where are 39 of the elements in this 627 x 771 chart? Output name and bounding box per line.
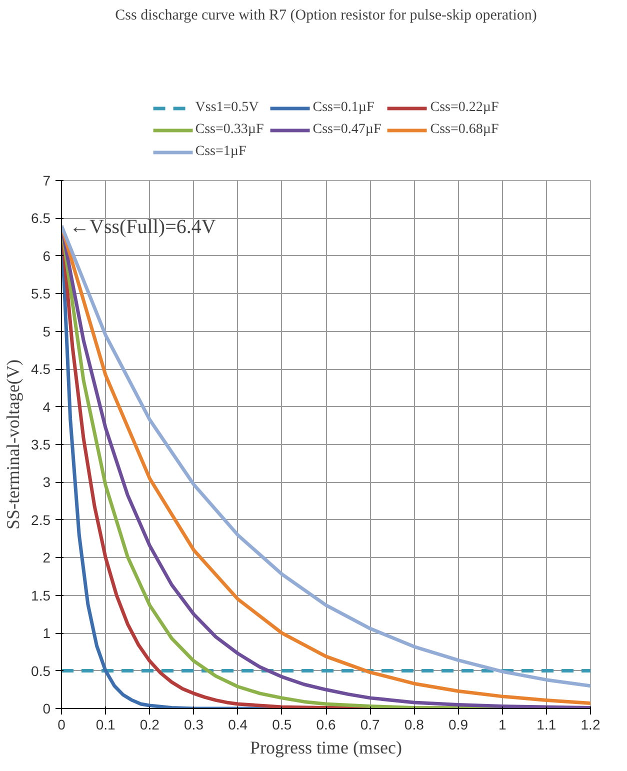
y-tick-label: 4.5 <box>31 361 51 378</box>
legend-label: Css=1µF <box>195 144 246 160</box>
annotation: ←Vss(Full)=6.4V <box>70 216 216 238</box>
y-tick-label: 5 <box>42 323 51 340</box>
x-tick-label: 0.1 <box>96 716 116 732</box>
chart-title: Css discharge curve with R7 (Option resistor for pulse-skip operation) <box>115 8 537 24</box>
x-tick-label: 0.6 <box>316 716 336 732</box>
y-axis-title: SS-terminal-voltage(V) <box>3 360 24 530</box>
y-tick-label: 2.5 <box>31 512 51 528</box>
y-tick-label: 7 <box>42 172 51 188</box>
y-tick-label: 2 <box>42 550 51 566</box>
x-tick-label: 0 <box>58 716 66 732</box>
y-tick-label: 6.5 <box>31 210 51 226</box>
y-tick-label: 3.5 <box>31 436 51 452</box>
x-tick-label: 0.5 <box>272 716 292 732</box>
y-tick-label: 0.5 <box>31 662 51 679</box>
x-tick-label: 1.2 <box>580 716 600 732</box>
y-tick-label: 1 <box>42 625 51 642</box>
legend-label: Css=0.47µF <box>312 122 382 138</box>
legend-label: Css=0.1µF <box>312 100 374 116</box>
x-tick-label: 0.8 <box>404 716 424 732</box>
y-tick-label: 4 <box>42 398 51 415</box>
x-tick-label: 0.3 <box>184 716 204 732</box>
legend-label: Css=0.68µF <box>430 122 499 138</box>
x-tick-label: 0.4 <box>228 716 248 732</box>
x-tick-label: 1 <box>498 716 506 732</box>
y-tick-label: 1.5 <box>31 587 51 604</box>
x-axis-title: Progress time (msec) <box>250 738 402 758</box>
y-tick-label: 6 <box>42 248 51 264</box>
y-tick-label: 0 <box>42 700 51 716</box>
legend-label: Vss1=0.5V <box>195 100 259 116</box>
y-tick-label: 5.5 <box>31 286 51 302</box>
x-tick-label: 1.1 <box>536 716 556 732</box>
legend-label: Css=0.33µF <box>195 122 264 138</box>
x-tick-label: 0.9 <box>448 716 468 732</box>
x-tick-label: 0.2 <box>140 716 160 732</box>
legend-label: Css=0.22µF <box>430 100 499 116</box>
x-tick-label: 0.7 <box>360 716 380 732</box>
y-tick-label: 3 <box>42 474 51 490</box>
